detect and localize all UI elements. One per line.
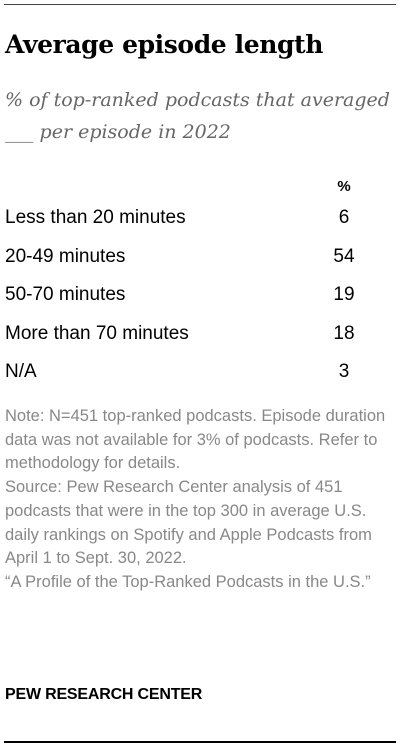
note-text: Note: N=451 top-ranked podcasts. Episode… — [5, 405, 397, 476]
table-row: 50-70 minutes 19 — [5, 275, 395, 314]
table-header: % — [5, 176, 395, 198]
top-rule — [4, 4, 396, 5]
row-value: 18 — [319, 322, 369, 346]
row-value: 19 — [319, 283, 369, 307]
source-text: Source: Pew Research Center analysis of … — [5, 476, 397, 571]
table-row: Less than 20 minutes 6 — [5, 198, 395, 237]
percent-column-header: % — [324, 176, 364, 198]
table-row: N/A 3 — [5, 352, 395, 391]
row-label: 50-70 minutes — [5, 283, 125, 307]
data-table: % Less than 20 minutes 6 20-49 minutes 54 50… — [5, 176, 395, 391]
row-label: Less than 20 minutes — [5, 206, 186, 230]
chart-subtitle: % of top-ranked podcasts that averaged _… — [5, 84, 395, 148]
row-label: 20-49 minutes — [5, 245, 125, 269]
footer-logo-text: PEW RESEARCH CENTER — [5, 686, 202, 704]
table-row: More than 70 minutes 18 — [5, 314, 395, 353]
row-value: 3 — [319, 360, 369, 384]
bottom-rule — [4, 741, 396, 743]
table-row: 20-49 minutes 54 — [5, 237, 395, 276]
row-label: More than 70 minutes — [5, 322, 189, 346]
chart-title: Average episode length — [5, 30, 323, 59]
row-label: N/A — [5, 360, 37, 384]
row-value: 6 — [319, 206, 369, 230]
report-title: “A Profile of the Top-Ranked Podcasts in… — [5, 571, 397, 595]
notes-block: Note: N=451 top-ranked podcasts. Episode… — [5, 405, 397, 595]
row-value: 54 — [319, 245, 369, 269]
table-body: Less than 20 minutes 6 20-49 minutes 54 50-7… — [5, 198, 395, 391]
